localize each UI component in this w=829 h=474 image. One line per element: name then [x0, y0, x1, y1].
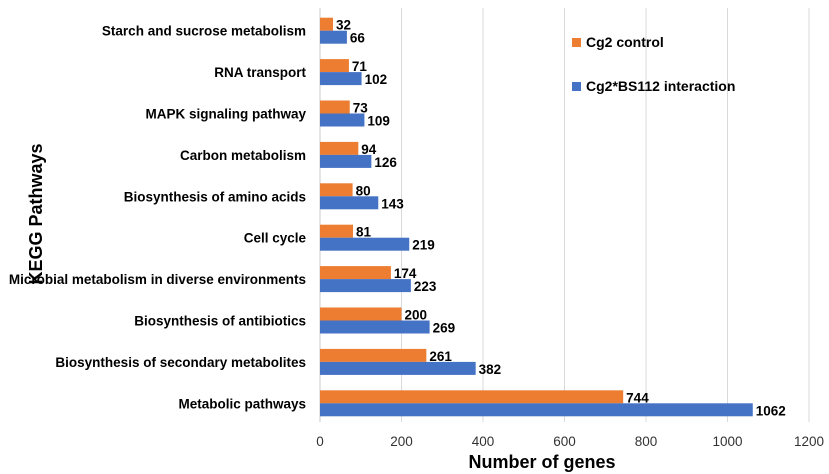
value-label-cg2-control-carbon-metabolism: 94: [361, 142, 377, 157]
value-label-cg2-bs112-interaction-carbon-metabolism: 126: [374, 155, 397, 170]
bar-cg2-control-biosynthesis-of-amino-acids: [320, 183, 353, 197]
bar-cg2-bs112-interaction-starch-and-sucrose-metabolism: [320, 30, 347, 44]
x-tick-800: 800: [635, 434, 658, 449]
category-label-starch-and-sucrose-metabolism: Starch and sucrose metabolism: [102, 24, 306, 39]
value-label-cg2-bs112-interaction-biosynthesis-of-antibiotics: 269: [433, 321, 456, 336]
value-label-cg2-control-biosynthesis-of-antibiotics: 200: [405, 308, 428, 323]
legend-label-cg2-control: Cg2 control: [586, 34, 664, 50]
x-tick-1200: 1200: [794, 434, 824, 449]
value-label-cg2-bs112-interaction-cell-cycle: 219: [412, 238, 435, 253]
y-axis-title: KEGG Pathways: [26, 143, 46, 284]
bars: [320, 17, 753, 417]
x-tick-labels: 0 200 400 600 800 1000 1200: [316, 434, 824, 449]
gridlines: [319, 8, 810, 422]
bar-cg2-control-biosynthesis-of-secondary-metabolites: [320, 348, 427, 362]
value-label-cg2-control-biosynthesis-of-amino-acids: 80: [356, 183, 371, 198]
value-label-cg2-control-rna-transport: 71: [352, 59, 368, 74]
value-label-cg2-control-cell-cycle: 81: [356, 225, 372, 240]
category-label-mapk-signaling-pathway: MAPK signaling pathway: [145, 107, 306, 122]
category-label-microbial-metabolism-in-diverse-environments: Microbial metabolism in diverse environm…: [9, 272, 306, 287]
category-label-rna-transport: RNA transport: [214, 65, 306, 80]
bar-cg2-control-carbon-metabolism: [320, 141, 359, 155]
bar-cg2-control-rna-transport: [320, 59, 349, 73]
bar-cg2-control-metabolic-pathways: [320, 390, 624, 404]
bar-cg2-bs112-interaction-microbial-metabolism-in-diverse-environments: [320, 279, 411, 293]
bar-cg2-control-biosynthesis-of-antibiotics: [320, 307, 402, 321]
category-label-biosynthesis-of-amino-acids: Biosynthesis of amino acids: [124, 189, 306, 204]
bar-cg2-bs112-interaction-cell-cycle: [320, 237, 410, 251]
value-label-cg2-bs112-interaction-starch-and-sucrose-metabolism: 66: [350, 31, 366, 46]
bar-cg2-control-mapk-signaling-pathway: [320, 100, 350, 114]
bar-cg2-control-microbial-metabolism-in-diverse-environments: [320, 266, 391, 280]
value-label-cg2-bs112-interaction-microbial-metabolism-in-diverse-environments: 223: [414, 279, 437, 294]
category-label-metabolic-pathways: Metabolic pathways: [178, 396, 306, 411]
legend-swatch-cg2-bs112-interaction: [572, 82, 581, 91]
bar-cg2-bs112-interaction-biosynthesis-of-antibiotics: [320, 320, 430, 334]
x-tick-0: 0: [316, 434, 324, 449]
category-labels: Starch and sucrose metabolism RNA transpo…: [9, 24, 307, 412]
x-tick-200: 200: [390, 434, 413, 449]
value-label-cg2-control-biosynthesis-of-secondary-metabolites: 261: [429, 349, 452, 364]
x-tick-600: 600: [553, 434, 576, 449]
value-label-cg2-bs112-interaction-biosynthesis-of-amino-acids: 143: [381, 196, 404, 211]
value-label-cg2-bs112-interaction-rna-transport: 102: [365, 72, 388, 87]
category-label-cell-cycle: Cell cycle: [244, 231, 307, 246]
value-label-cg2-control-mapk-signaling-pathway: 73: [353, 101, 369, 116]
value-label-cg2-control-starch-and-sucrose-metabolism: 32: [336, 18, 351, 33]
value-label-cg2-control-metabolic-pathways: 744: [626, 390, 649, 405]
x-tick-400: 400: [472, 434, 495, 449]
legend-label-cg2-bs112-interaction: Cg2*BS112 interaction: [586, 78, 735, 94]
legend-swatch-cg2-control: [572, 38, 581, 47]
value-label-cg2-bs112-interaction-metabolic-pathways: 1062: [756, 403, 786, 418]
legend: Cg2 control Cg2*BS112 interaction: [572, 34, 735, 94]
category-label-biosynthesis-of-secondary-metabolites: Biosynthesis of secondary metabolites: [55, 355, 306, 370]
bar-cg2-bs112-interaction-mapk-signaling-pathway: [320, 113, 365, 127]
bar-cg2-bs112-interaction-biosynthesis-of-secondary-metabolites: [320, 361, 476, 375]
x-tick-1000: 1000: [712, 434, 742, 449]
x-axis-title: Number of genes: [468, 452, 615, 472]
category-label-carbon-metabolism: Carbon metabolism: [180, 148, 306, 163]
category-label-biosynthesis-of-antibiotics: Biosynthesis of antibiotics: [134, 314, 306, 329]
bar-cg2-bs112-interaction-rna-transport: [320, 72, 362, 86]
value-label-cg2-control-microbial-metabolism-in-diverse-environments: 174: [394, 266, 417, 281]
bar-cg2-bs112-interaction-metabolic-pathways: [320, 403, 753, 417]
bar-cg2-bs112-interaction-biosynthesis-of-amino-acids: [320, 196, 379, 210]
value-label-cg2-bs112-interaction-mapk-signaling-pathway: 109: [367, 114, 390, 129]
bar-cg2-bs112-interaction-carbon-metabolism: [320, 154, 372, 168]
bar-cg2-control-starch-and-sucrose-metabolism: [320, 17, 334, 31]
bar-cg2-control-cell-cycle: [320, 224, 354, 238]
value-label-cg2-bs112-interaction-biosynthesis-of-secondary-metabolites: 382: [479, 362, 502, 377]
